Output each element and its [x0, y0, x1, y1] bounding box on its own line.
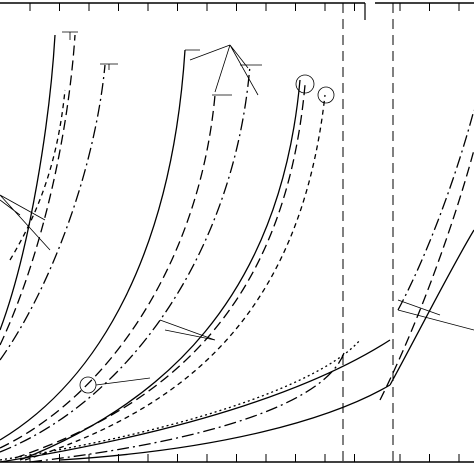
curve	[379, 149, 474, 401]
curves	[0, 34, 474, 463]
leader	[189, 44, 259, 96]
end-tick	[62, 31, 262, 96]
curve	[14, 84, 306, 459]
marker-circle	[79, 376, 97, 394]
curve	[0, 34, 56, 331]
curve	[0, 339, 361, 461]
curve	[24, 94, 326, 461]
ticks	[29, 3, 460, 462]
curve	[29, 349, 346, 463]
curve	[0, 49, 186, 441]
marker-circle	[295, 74, 315, 94]
curve	[0, 64, 106, 361]
leader	[0, 194, 51, 251]
curve	[19, 79, 301, 461]
marker-circle	[317, 86, 335, 104]
curve	[9, 89, 66, 261]
curve	[0, 64, 251, 453]
curve	[389, 229, 474, 386]
curve	[59, 384, 391, 461]
leader	[159, 319, 216, 341]
leader	[95, 377, 151, 386]
leader	[397, 299, 474, 331]
frame	[0, 2, 474, 463]
annotations	[0, 31, 474, 394]
curve	[0, 94, 216, 449]
curve	[0, 34, 76, 346]
curve	[0, 339, 391, 463]
curve	[397, 109, 474, 311]
